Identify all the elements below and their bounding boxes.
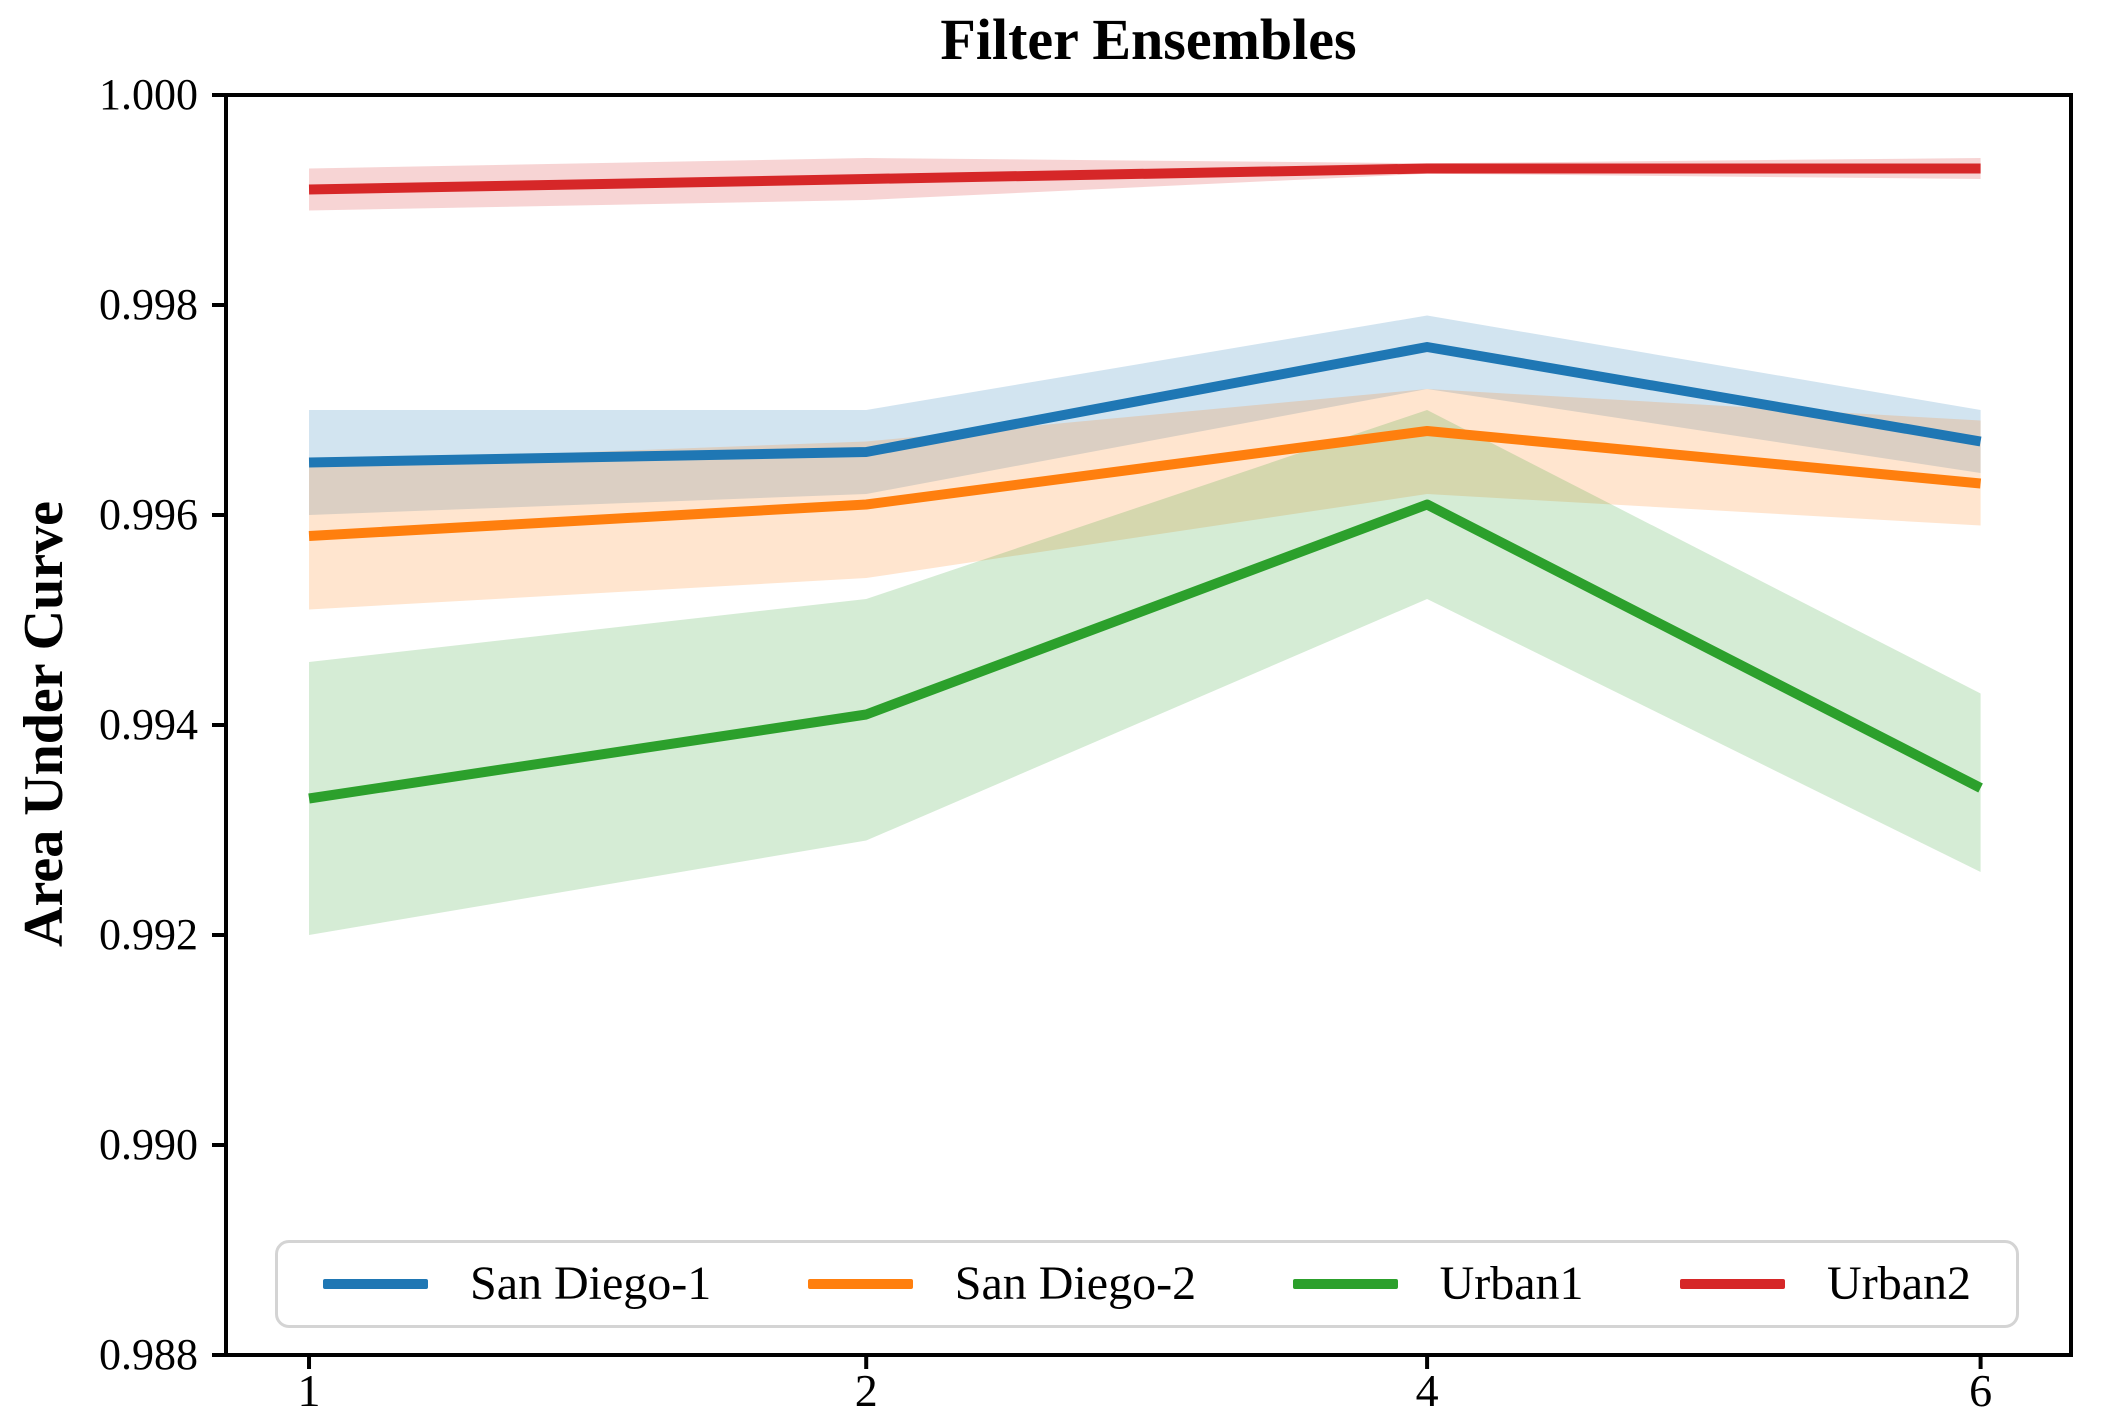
chart-title: Filter Ensembles [940,7,1357,72]
y-tick-label: 0.992 [99,910,198,959]
x-tick-label: 6 [1969,1365,1993,1416]
y-tick-label: 0.988 [99,1330,198,1379]
x-tick-label: 1 [297,1365,321,1416]
legend-item-san-diego-1: San Diego-1 [323,1260,711,1308]
band-urban1 [309,410,1981,935]
legend-item-urban2: Urban2 [1680,1260,1971,1308]
y-tick-label: 0.994 [99,700,198,749]
line-san-diego-2 [308,426,1982,541]
legend-item-urban1: Urban1 [1292,1257,1584,1310]
line-urban1 [308,499,1983,804]
legend-label: Urban2 [1827,1257,1971,1310]
y-tick-label: 0.990 [99,1120,198,1169]
y-tick-label: 0.996 [99,490,198,539]
legend-swatch-urban2 [1680,1279,1786,1289]
legend-swatch-urban1 [1292,1279,1398,1289]
legend-swatch-san-diego-2 [807,1279,913,1289]
legend-label: San Diego-1 [470,1257,712,1310]
line-san-diego-1 [308,342,1982,468]
legend-label: San Diego-2 [954,1257,1197,1310]
y-tick-label: 0.998 [99,280,198,329]
legend-label: Urban1 [1439,1257,1584,1310]
series-lines [308,163,1983,804]
axis-ticks [212,93,1983,1369]
legend-swatch-san-diego-1 [323,1279,428,1289]
legend-item-san-diego-2: San Diego-2 [807,1257,1197,1310]
confidence-bands [309,158,1981,935]
line-urban2 [308,163,1981,195]
x-tick-label: 2 [854,1365,878,1416]
x-tick-label: 4 [1415,1365,1439,1416]
y-tick-label: 1.000 [99,70,198,119]
legend: San Diego-1 San Diego-2 Urban1 Urban2 [275,1240,2019,1328]
